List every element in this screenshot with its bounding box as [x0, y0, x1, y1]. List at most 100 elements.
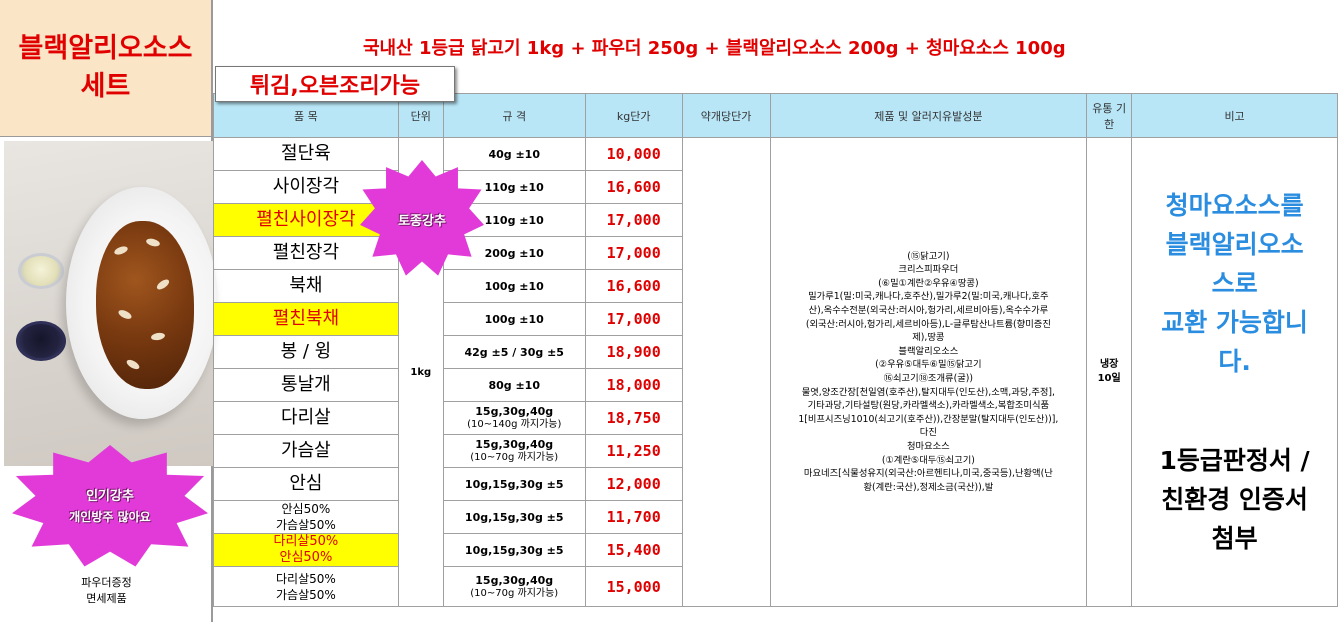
item-spec: 100g ±10: [442, 302, 586, 336]
item-spec: 40g ±10: [442, 137, 586, 171]
header-price-drug: 약개당단가: [681, 93, 771, 138]
ingredients-line: 황(계란:국산),정제소금(국산)),발: [863, 481, 994, 493]
header-spec: 규 격: [442, 93, 586, 138]
item-price: 11,700: [584, 500, 683, 534]
item-line1: 다리살50%: [276, 571, 336, 586]
item-line1: 다리살50%: [273, 534, 339, 550]
table-row: 다리살 15g,30g,40g (10~140g 까지가능) 18,750: [213, 401, 1338, 435]
item-price: 17,000: [584, 236, 683, 270]
product-photo-column: 인기강추 개인방주 많아요 파우더증정 면세제품: [0, 137, 218, 622]
drug-price-cell: [681, 137, 771, 607]
composition-text: 국내산 1등급 닭고기 1kg + 파우더 250g + 블랙알리오소스 200…: [363, 38, 1066, 59]
item-name: 다리살50% 가슴살50%: [213, 566, 399, 607]
ingredients-line: 산),옥수수전분(외국산:러시아,헝가리,세르비아등),옥수수가루: [808, 305, 1049, 317]
set-title-line2: 세트: [80, 71, 131, 102]
item-name: 북채: [213, 269, 399, 303]
item-price: 18,000: [584, 368, 683, 402]
table-row: 다리살50% 안심50% 10g,15g,30g ±5 15,400: [213, 533, 1338, 567]
item-line2: 가슴살50%: [276, 587, 336, 602]
shelf-line1: 냉장: [1099, 359, 1119, 370]
item-price: 12,000: [584, 467, 683, 501]
item-name: 통날개: [213, 368, 399, 402]
item-line2: 안심50%: [279, 550, 333, 565]
ingredients-line: 블랙알리오소스: [898, 345, 959, 357]
table-row: 통날개 80g ±10 18,000: [213, 368, 1338, 402]
item-spec: 10g,15g,30g ±5: [442, 467, 586, 501]
item-spec: 15g,30g,40g (10~140g 까지가능): [442, 401, 586, 435]
item-price: 17,000: [584, 203, 683, 237]
ingredients-cell: (⑮닭고기) 크리스피파우더 (⑥밀①계란②우유④땅콩) 밀가루1(밀:미국,캐…: [769, 137, 1088, 607]
ingredients-line: (외국산:러시아,헝가리,세르비아등),L-글루탐산나트륨(향미증진: [805, 318, 1051, 330]
item-price: 16,600: [584, 170, 683, 204]
item-price: 15,000: [584, 566, 683, 607]
item-name: 펼친장각: [213, 236, 399, 270]
spec-line1: 15g,30g,40g: [475, 573, 554, 587]
ingredients-line: 기타과당,기타설탕(원당,카라멜색소),카라멜색소,복합조미식품: [807, 400, 1050, 412]
ingredients-line: ⑯쇠고기⑱조개류(굴)): [883, 373, 974, 384]
sticker-bottom-line2: 개인방주 많아요: [69, 510, 151, 524]
note-blue-line: 스로: [1211, 269, 1258, 298]
ingredients-line: 크리스피파우더: [898, 264, 959, 276]
sticker-bottom-line1: 인기강추: [86, 489, 134, 504]
table-row: 안심50% 가슴살50% 10g,15g,30g ±5 11,700: [213, 500, 1338, 534]
item-name: 안심50% 가슴살50%: [213, 500, 399, 534]
table-row: 봉 / 윙 42g ±5 / 30g ±5 18,900: [213, 335, 1338, 369]
item-price: 17,000: [584, 302, 683, 336]
sticker-top-label: 토종강추: [398, 213, 446, 229]
ingredients-line: 1[비프시즈닝1010(쇠고기(호주산)),간장분말(탈지대두(인도산))],: [798, 413, 1059, 425]
ingredients-line: 마요네즈[식물성유지(외국산:아르헨티나,미국,중국등),난황액(난: [803, 468, 1053, 480]
table-row: 다리살50% 가슴살50% 15g,30g,40g (10~70g 까지가능) …: [213, 566, 1338, 607]
ingredients-line: (⑮닭고기): [907, 250, 950, 262]
item-spec: 10g,15g,30g ±5: [442, 500, 586, 534]
ingredients-line: (②우유⑤대두⑥밀⑮닭고기: [875, 359, 982, 371]
table-row: 안심 10g,15g,30g ±5 12,000: [213, 467, 1338, 501]
ingredients-line: 물엿,양조간장[천일염(호주산),탈지대두(인도산),소맥,과당,주정],: [801, 386, 1056, 398]
header-note: 비고: [1131, 93, 1338, 138]
spec-line1: 15g,30g,40g: [475, 438, 554, 451]
spec-line1: 15g,30g,40g: [475, 405, 554, 418]
product-photo: [4, 141, 218, 466]
table-header-row: 품 목 단위 규 격 kg단가 약개당단가 제품 및 알러지유발성분 유통 기한…: [213, 93, 1338, 138]
fried-chicken: [96, 221, 194, 389]
ingredients-line: (⑥밀①계란②우유④땅콩): [878, 277, 979, 289]
item-spec: 100g ±10: [442, 269, 586, 303]
note-black-line: 1등급판정서 /: [1159, 446, 1310, 475]
note-exchange-text: 청마요소스를 블랙알리오소 스로 교환 가능합니 다.: [1138, 186, 1331, 381]
item-spec: 15g,30g,40g (10~70g 까지가능): [442, 434, 586, 468]
note-black-line: 첨부: [1211, 524, 1258, 553]
item-price: 18,750: [584, 401, 683, 435]
shelf-line2: 10일: [1097, 373, 1121, 384]
ingredients-line: 제),땅콩: [912, 332, 945, 344]
powder-gift-label: 파우더증정 면세제품: [0, 575, 213, 607]
item-spec: 42g ±5 / 30g ±5: [442, 335, 586, 369]
item-line2: 가슴살50%: [276, 518, 336, 532]
spec-line2: (10~70g 까지가능): [470, 452, 559, 463]
note-blue-line: 블랙알리오소: [1165, 230, 1304, 259]
mayo-sauce-dish: [18, 253, 64, 289]
ingredients-line: (①계란⑤대두⑮쇠고기): [881, 454, 975, 466]
item-spec: 10g,15g,30g ±5: [442, 533, 586, 567]
item-name: 다리살50% 안심50%: [213, 533, 399, 567]
note-certificate-text: 1등급판정서 / 친환경 인증서 첨부: [1138, 441, 1331, 558]
ingredients-line: 밀가루1(밀:미국,캐나다,호주산),밀가루2(밀:미국,캐나다,호주: [808, 291, 1049, 303]
footer-line2: 면세제품: [86, 592, 127, 605]
cooking-method-badge: 튀김,오븐조리가능: [215, 66, 455, 102]
note-blue-line: 다.: [1218, 347, 1251, 376]
black-sauce-dish: [16, 321, 66, 361]
item-name: 펼친북채: [213, 302, 399, 336]
ingredients-line: 다진: [919, 427, 937, 439]
item-line1: 안심50%: [281, 502, 331, 516]
table-row: 북채 100g ±10 16,600: [213, 269, 1338, 303]
item-name: 안심: [213, 467, 399, 501]
header-price-kg: kg단가: [584, 93, 683, 138]
note-blue-line: 교환 가능합니: [1161, 308, 1308, 337]
item-price: 16,600: [584, 269, 683, 303]
note-blue-line: 청마요소스를: [1165, 191, 1304, 220]
footer-line1: 파우더증정: [81, 576, 132, 589]
header-shelf: 유통 기한: [1086, 93, 1133, 138]
note-black-line: 친환경 인증서: [1161, 485, 1308, 514]
table-row: 펼친북채 100g ±10 17,000: [213, 302, 1338, 336]
shelf-life-cell: 냉장 10일: [1086, 137, 1133, 607]
item-name: 절단육: [213, 137, 399, 171]
item-price: 11,250: [584, 434, 683, 468]
